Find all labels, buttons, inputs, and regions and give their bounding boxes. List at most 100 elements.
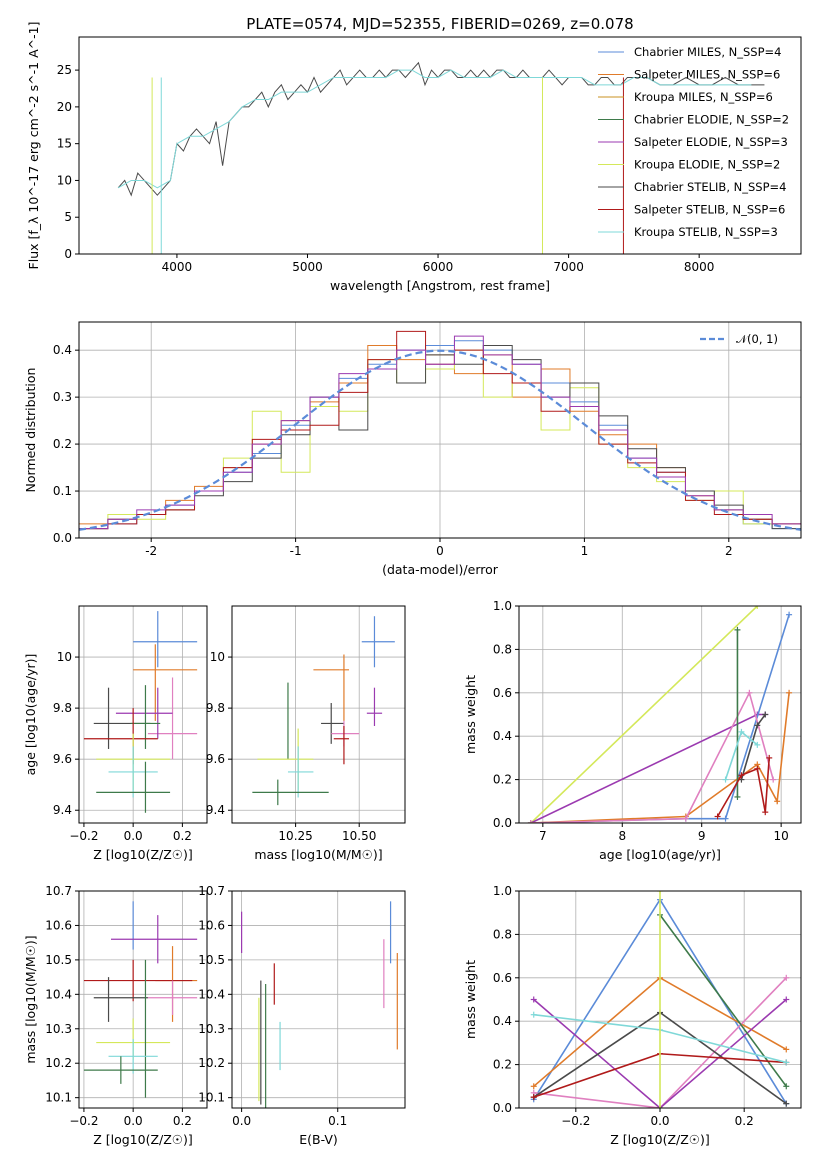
x-tick-label: 2 <box>725 544 733 558</box>
x-tick-label: 10 <box>774 829 789 843</box>
y-tick-label: 10.6 <box>198 918 225 932</box>
x-tick-label: 0.2 <box>735 1114 754 1128</box>
x-axis-label: mass [log10(M/M☉)] <box>254 847 382 862</box>
y-tick-label: 20 <box>57 100 72 114</box>
chart-age_vs_mass: 10.25 10.50 9.4 9.6 9.8 10 mass [log10(M/M☉)] <box>206 605 406 862</box>
y-axis-label: mass weight <box>463 675 478 754</box>
plot-area <box>527 606 793 823</box>
figure-title: PLATE=0574, MJD=52355, FIBERID=0269, z=0… <box>246 15 633 33</box>
x-tick-label: 10.50 <box>342 829 376 843</box>
x-tick-label: 7 <box>539 829 547 843</box>
y-tick-label: 9.6 <box>206 752 225 766</box>
x-tick-label: 7000 <box>553 260 584 274</box>
legend-label: Kroupa ELODIE, N_SSP=2 <box>634 158 780 172</box>
y-tick-label: 0.0 <box>53 531 72 545</box>
chart-residuals: -2 -1 0 1 2 0.0 0.1 0.2 0.3 0.4 (data-model)/error… <box>23 321 802 577</box>
normal-curve <box>79 349 801 531</box>
x-tick-label: -2 <box>145 544 157 558</box>
axes-frame <box>78 36 802 255</box>
y-axis-label: mass weight <box>463 960 478 1039</box>
x-tick-label: 0.0 <box>232 1114 251 1128</box>
series-line <box>533 998 787 1108</box>
y-tick-label: 10.3 <box>198 1022 225 1036</box>
y-tick-label: 10.7 <box>45 884 72 898</box>
x-tick-label: 6000 <box>423 260 454 274</box>
y-tick-label: 0.4 <box>493 729 512 743</box>
x-axis-label: wavelength [Angstrom, rest frame] <box>330 278 550 293</box>
y-tick-label: 0.2 <box>53 437 72 451</box>
y-tick-label: 10.4 <box>45 987 72 1001</box>
x-tick-label: 0.1 <box>328 1114 347 1128</box>
y-axis-label: Normed distribution <box>23 368 38 493</box>
chart-mass_vs_Z: −0.2 0.0 0.2 10.1 10.2 10.3 10.4 10.5 10.6 10.7 Z … <box>23 884 208 1147</box>
chart-spectrum: 4000 5000 6000 7000 8000 0 5 10 15 20 25 wavelength… <box>26 22 802 293</box>
x-tick-label: −0.2 <box>69 1114 98 1128</box>
series-line <box>117 61 765 197</box>
x-tick-label: 0.2 <box>173 1114 192 1128</box>
legend-label: 𝒩(0, 1) <box>736 332 778 346</box>
axes-frame <box>78 890 208 1109</box>
y-tick-label: 10.5 <box>45 953 72 967</box>
x-tick-label: −0.2 <box>69 829 98 843</box>
x-tick-label: 10.25 <box>278 829 312 843</box>
y-tick-label: 5 <box>64 210 72 224</box>
y-tick-label: 0.4 <box>493 1014 512 1028</box>
y-tick-label: 9.8 <box>53 701 72 715</box>
y-tick-label: 0.0 <box>493 1101 512 1115</box>
axes-frame <box>518 605 802 824</box>
y-tick-label: 0.6 <box>493 686 512 700</box>
x-tick-label: 0.0 <box>124 1114 143 1128</box>
plot-area <box>83 901 198 1098</box>
x-tick-label: 0.0 <box>124 829 143 843</box>
y-axis-label: Flux [f_λ 10^-17 erg cm^-2 s^-1 A^-1] <box>26 22 41 270</box>
series-line <box>530 692 790 823</box>
y-tick-label: 10.7 <box>198 884 225 898</box>
x-tick-label: 4000 <box>162 260 193 274</box>
x-tick-label: 5000 <box>292 260 323 274</box>
y-tick-label: 0 <box>64 247 72 261</box>
y-tick-label: 0.0 <box>493 816 512 830</box>
chart-age_vs_Z: −0.2 0.0 0.2 9.4 9.6 9.8 10 Z [log10(Z/Z☉)] age … <box>23 605 208 862</box>
x-axis-label: E(B-V) <box>299 1132 338 1147</box>
y-tick-label: 15 <box>57 137 72 151</box>
x-tick-label: 0.0 <box>650 1114 669 1128</box>
x-axis-label: Z [log10(Z/Z☉)] <box>93 1132 193 1147</box>
plot-area <box>117 61 765 254</box>
y-axis-label: age [log10(age/yr)] <box>23 654 38 776</box>
y-tick-label: 10 <box>57 173 72 187</box>
axes-frame <box>231 605 406 824</box>
y-tick-label: 10 <box>57 650 72 664</box>
chart-mass_weight_vs_Z: −0.2 0.0 0.2 0.0 0.2 0.4 0.6 0.8 1.0 Z [log10(Z/Z… <box>463 884 802 1147</box>
y-tick-label: 0.3 <box>53 390 72 404</box>
y-axis-label: mass [log10(M/M☉)] <box>23 935 38 1063</box>
x-tick-label: 0 <box>436 544 444 558</box>
y-tick-label: 0.2 <box>493 1058 512 1072</box>
chart-mass_weight_vs_age: 7 8 9 10 0.0 0.2 0.4 0.6 0.8 1.0 age [log10(age/yr… <box>463 599 802 862</box>
x-tick-label: 0.2 <box>173 829 192 843</box>
legend-label: Salpeter STELIB, N_SSP=6 <box>634 203 785 217</box>
legend-label: Salpeter MILES, N_SSP=6 <box>634 68 780 82</box>
x-tick-label: 8000 <box>684 260 715 274</box>
plot-area <box>79 330 801 531</box>
series-line <box>530 614 790 823</box>
axes-frame <box>78 605 208 824</box>
x-tick-label: −0.2 <box>561 1114 590 1128</box>
legend-label: Chabrier ELODIE, N_SSP=2 <box>634 113 789 127</box>
plot-area <box>530 891 790 1108</box>
y-tick-label: 9.4 <box>53 803 72 817</box>
y-tick-label: 10.2 <box>45 1056 72 1070</box>
y-tick-label: 10.2 <box>198 1056 225 1070</box>
y-tick-label: 10.3 <box>45 1022 72 1036</box>
x-tick-label: 8 <box>618 829 626 843</box>
histogram-step <box>79 344 801 530</box>
x-tick-label: 1 <box>581 544 589 558</box>
y-tick-label: 0.8 <box>493 927 512 941</box>
y-tick-label: 9.8 <box>206 701 225 715</box>
series-line <box>533 977 787 1108</box>
y-tick-label: 0.2 <box>493 773 512 787</box>
y-tick-label: 25 <box>57 63 72 77</box>
x-axis-label: Z [log10(Z/Z☉)] <box>610 1132 710 1147</box>
y-tick-label: 9.6 <box>53 752 72 766</box>
y-tick-label: 0.6 <box>493 971 512 985</box>
